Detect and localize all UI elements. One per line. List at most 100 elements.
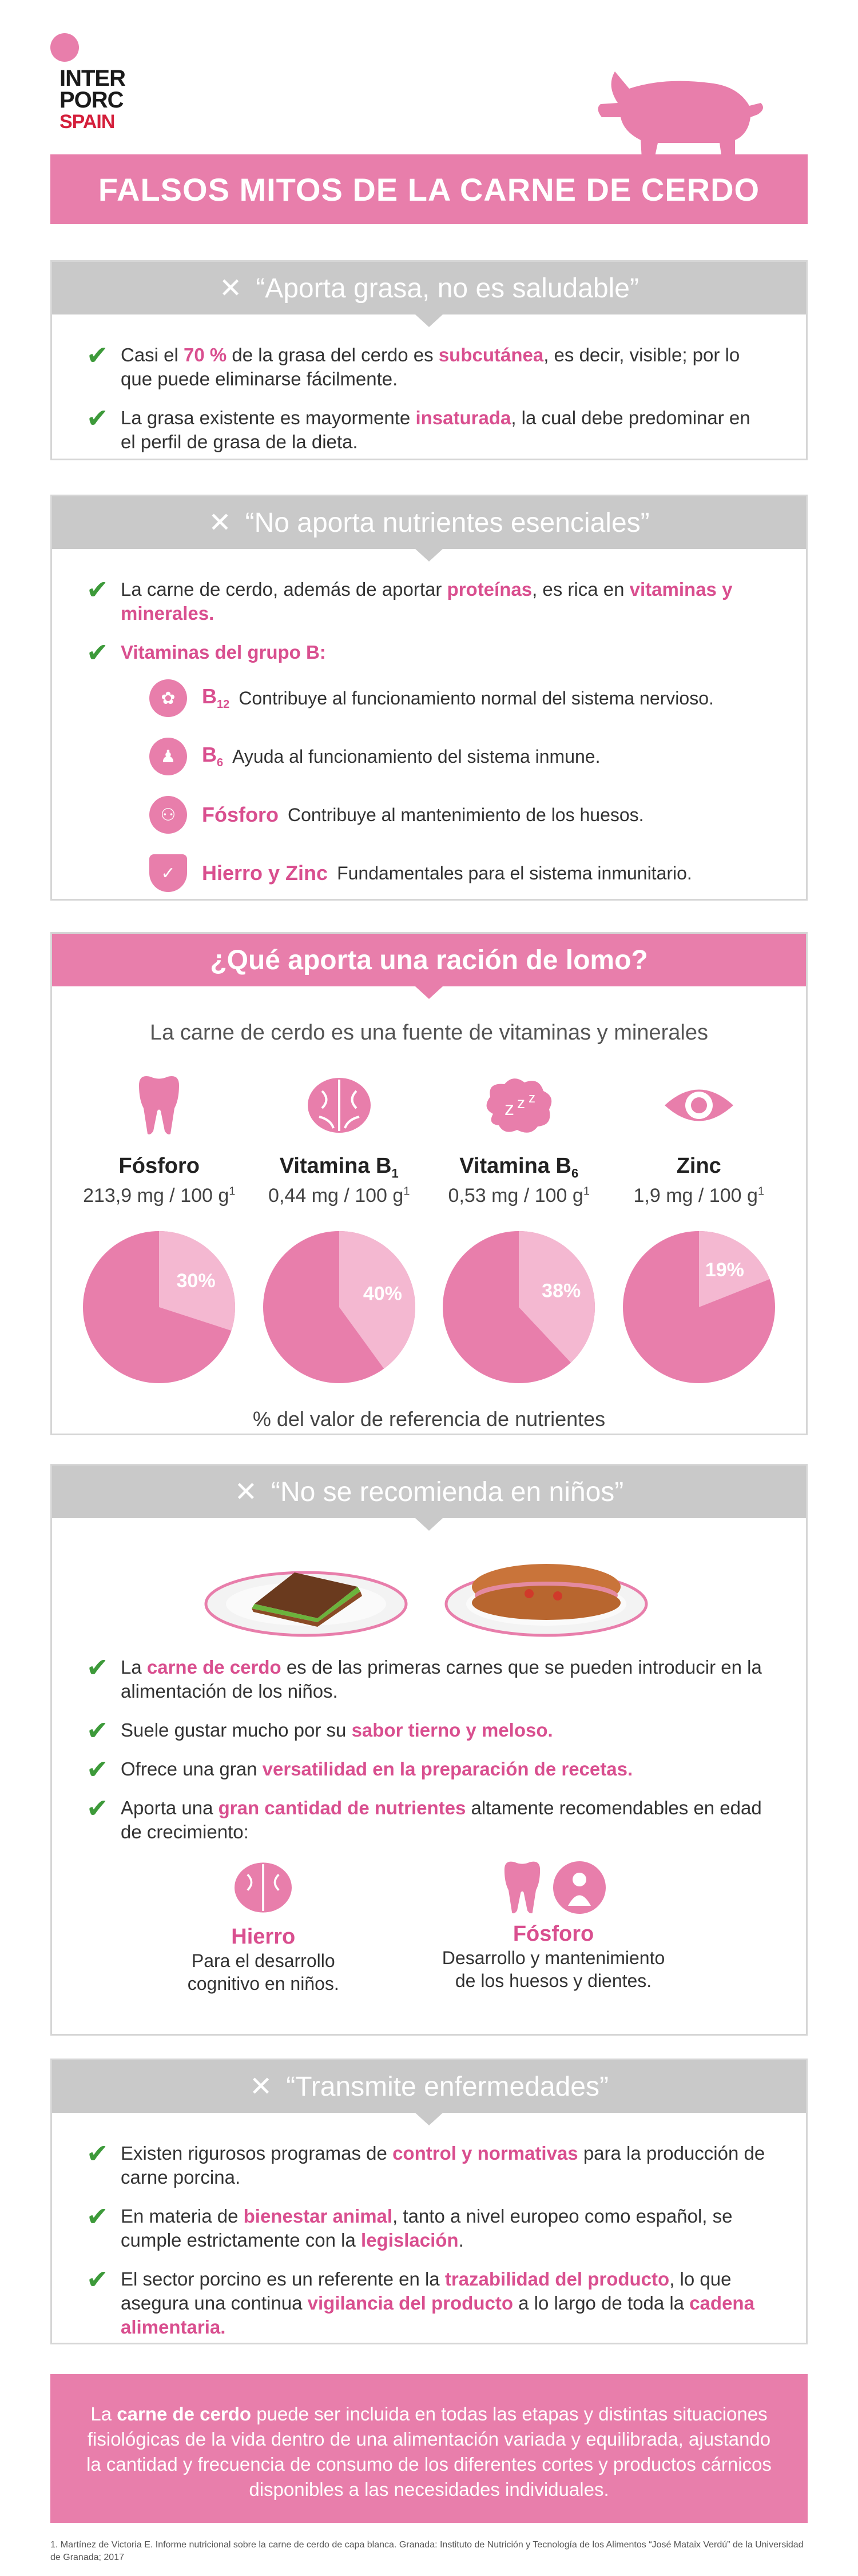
- pie-label: 40%: [363, 1283, 402, 1304]
- tooth-icon: [504, 1861, 540, 1914]
- vitamin-text: Fundamentales para el sistema inmunitari…: [337, 862, 692, 883]
- baguette-plate-image: [444, 1564, 648, 1637]
- check-text: La grasa existente es mayormente insatur…: [121, 407, 750, 452]
- check-item: ✔ Suele gustar mucho por su sabor tierno…: [86, 1717, 766, 1743]
- check-text: Aporta una gran cantidad de nutrientes a…: [121, 1797, 762, 1842]
- myth-card-fat: ✕ “Aporta grasa, no es saludable” ✔ Casi…: [50, 260, 808, 460]
- check-item: ✔ El sector porcino es un referente en l…: [86, 2266, 766, 2339]
- footer-text: puede ser incluida en todas las etapas y…: [86, 2403, 772, 2500]
- x-icon: ✕: [234, 1477, 257, 1507]
- check-item: ✔ Ofrece una gran versatilidad en la pre…: [86, 1754, 766, 1784]
- bone-icon: ⚇: [149, 796, 187, 834]
- check-item: ✔ Aporta una gran cantidad de nutrientes…: [86, 1793, 766, 1844]
- pie-label: 38%: [542, 1280, 581, 1301]
- myth-heading-bar: ✕ “Aporta grasa, no es saludable”: [52, 262, 806, 327]
- check-icon: ✔: [86, 638, 109, 667]
- footer-bold: carne de cerdo: [117, 2403, 252, 2424]
- check-icon: ✔: [86, 1793, 109, 1823]
- footer-summary: La carne de cerdo puede ser incluida en …: [50, 2374, 808, 2523]
- check-item: ✔ Existen rigurosos programas de control…: [86, 2139, 766, 2189]
- brain-icon: ✿: [149, 679, 187, 717]
- check-text: Casi el 70 % de la grasa del cerdo es su…: [121, 344, 740, 389]
- myth-heading-bar: ✕ “No se recomienda en niños”: [52, 1466, 806, 1531]
- header: INTER PORC SPAIN: [0, 0, 858, 159]
- eye-icon: [664, 1089, 733, 1121]
- logo-line-2: PORC: [59, 87, 124, 113]
- vitamin-row: ✿ B12 Contribuye al funcionamiento norma…: [149, 679, 766, 717]
- check-text: La carne de cerdo, además de aportar pro…: [121, 579, 733, 624]
- myth-heading: “No se recomienda en niños”: [271, 1476, 624, 1507]
- nutrient-grid: Fósforo 213,9 mg / 100 g1 30% Vitamina B…: [69, 1068, 789, 1384]
- nutrient-value: 0,44 mg / 100 g1: [268, 1184, 410, 1207]
- vitamin-name: B6: [202, 743, 224, 770]
- check-item: ✔ Casi el 70 % de la grasa del cerdo es …: [86, 340, 766, 391]
- check-icon: ✔: [86, 1754, 109, 1784]
- check-text: El sector porcino es un referente en la …: [121, 2268, 754, 2338]
- check-icon: ✔: [86, 2139, 109, 2168]
- mineral-text: Para el desarrollo: [191, 1950, 335, 1971]
- check-item: ✔ Vitaminas del grupo B:: [86, 638, 766, 667]
- check-text: Suele gustar mucho por su sabor tierno y…: [121, 1719, 553, 1741]
- vitamin-row: ♟ B6 Ayuda al funcionamiento del sistema…: [149, 738, 766, 775]
- nutrient-heading: ¿Qué aporta una ración de lomo?: [210, 945, 648, 976]
- myth-heading: “No aporta nutrientes esenciales”: [245, 507, 650, 538]
- nutrient-value: 213,9 mg / 100 g1: [83, 1184, 236, 1207]
- myth-heading-bar: ✕ “Transmite enfermedades”: [52, 2060, 806, 2125]
- mineral-iron: Hierro Para el desarrollo cognitivo en n…: [188, 1859, 339, 1995]
- vitamin-row: ✓ Hierro y Zinc Fundamentales para el si…: [149, 854, 766, 892]
- check-text: Vitaminas del grupo B:: [121, 642, 326, 663]
- food-images: [86, 1541, 766, 1638]
- check-text: Existen rigurosos programas de control y…: [121, 2143, 765, 2188]
- nutrient-zinc: Zinc 1,9 mg / 100 g1 19%: [613, 1068, 785, 1384]
- vitamin-name: B12: [202, 684, 230, 711]
- vitamin-text: Ayuda al funcionamiento del sistema inmu…: [232, 746, 601, 767]
- mineral-name: Hierro: [231, 1925, 296, 1949]
- x-icon: ✕: [208, 508, 232, 538]
- nutrient-phosphorus: Fósforo 213,9 mg / 100 g1 30%: [73, 1068, 245, 1384]
- shield-icon: ✓: [149, 854, 187, 892]
- title-banner: FALSOS MITOS DE LA CARNE DE CERDO: [50, 154, 808, 224]
- interporc-logo[interactable]: INTER PORC SPAIN: [59, 67, 126, 133]
- pie-chart: 38%: [443, 1231, 595, 1383]
- page-title: FALSOS MITOS DE LA CARNE DE CERDO: [98, 171, 760, 208]
- mineral-text: Desarrollo y mantenimiento: [442, 1948, 665, 1968]
- vitamin-name: Fósforo: [202, 803, 279, 826]
- minerals-row: Hierro Para el desarrollo cognitivo en n…: [86, 1859, 766, 1995]
- brain-icon: [235, 1862, 292, 1913]
- check-text: Ofrece una gran versatilidad en la prepa…: [121, 1758, 633, 1779]
- check-icon: ✔: [86, 2201, 109, 2231]
- logo-dot: [50, 33, 79, 62]
- pie-label: 19%: [705, 1259, 744, 1281]
- svg-text:z: z: [517, 1094, 525, 1112]
- check-icon: ✔: [86, 1653, 109, 1682]
- myth-card-diseases: ✕ “Transmite enfermedades” ✔ Existen rig…: [50, 2059, 808, 2344]
- myth-heading: “Aporta grasa, no es saludable”: [256, 273, 639, 304]
- x-icon: ✕: [219, 273, 243, 304]
- check-item: ✔ La carne de cerdo, además de aportar p…: [86, 575, 766, 626]
- nutrient-name: Vitamina B6: [459, 1154, 579, 1181]
- pie-chart: 40%: [263, 1231, 415, 1383]
- pie-chart: 30%: [83, 1231, 236, 1383]
- pie-label: 30%: [177, 1270, 216, 1292]
- pig-icon: [598, 71, 763, 159]
- pie-slice: [698, 1231, 770, 1307]
- check-text: En materia de bienestar animal, tanto a …: [121, 2205, 733, 2251]
- pie-chart: 19%: [622, 1231, 775, 1383]
- sandwich-plate-image: [204, 1571, 408, 1637]
- nutrient-name: Zinc: [676, 1154, 721, 1178]
- check-icon: ✔: [86, 575, 109, 604]
- myth-heading-bar: ✕ “No aporta nutrientes esenciales”: [52, 496, 806, 562]
- person-icon: ♟: [149, 738, 187, 775]
- myth-card-children: ✕ “No se recomienda en niños” ✔ La c: [50, 1464, 808, 2036]
- nutrient-vitamin-b1: Vitamina B1 0,44 mg / 100 g1 40%: [253, 1068, 425, 1384]
- nutrient-card: ¿Qué aporta una ración de lomo? La carne…: [50, 932, 808, 1435]
- bone-icon: [553, 1861, 606, 1914]
- nutrient-footnote: % del valor de referencia de nutrientes: [252, 1407, 606, 1431]
- tooth-icon: [139, 1076, 180, 1134]
- reference-note: 1. Martínez de Victoria E. Informe nutri…: [50, 2540, 804, 2562]
- myth-heading: “Transmite enfermedades”: [286, 2071, 609, 2102]
- check-icon: ✔: [86, 340, 109, 370]
- nutrient-value: 0,53 mg / 100 g1: [448, 1184, 590, 1207]
